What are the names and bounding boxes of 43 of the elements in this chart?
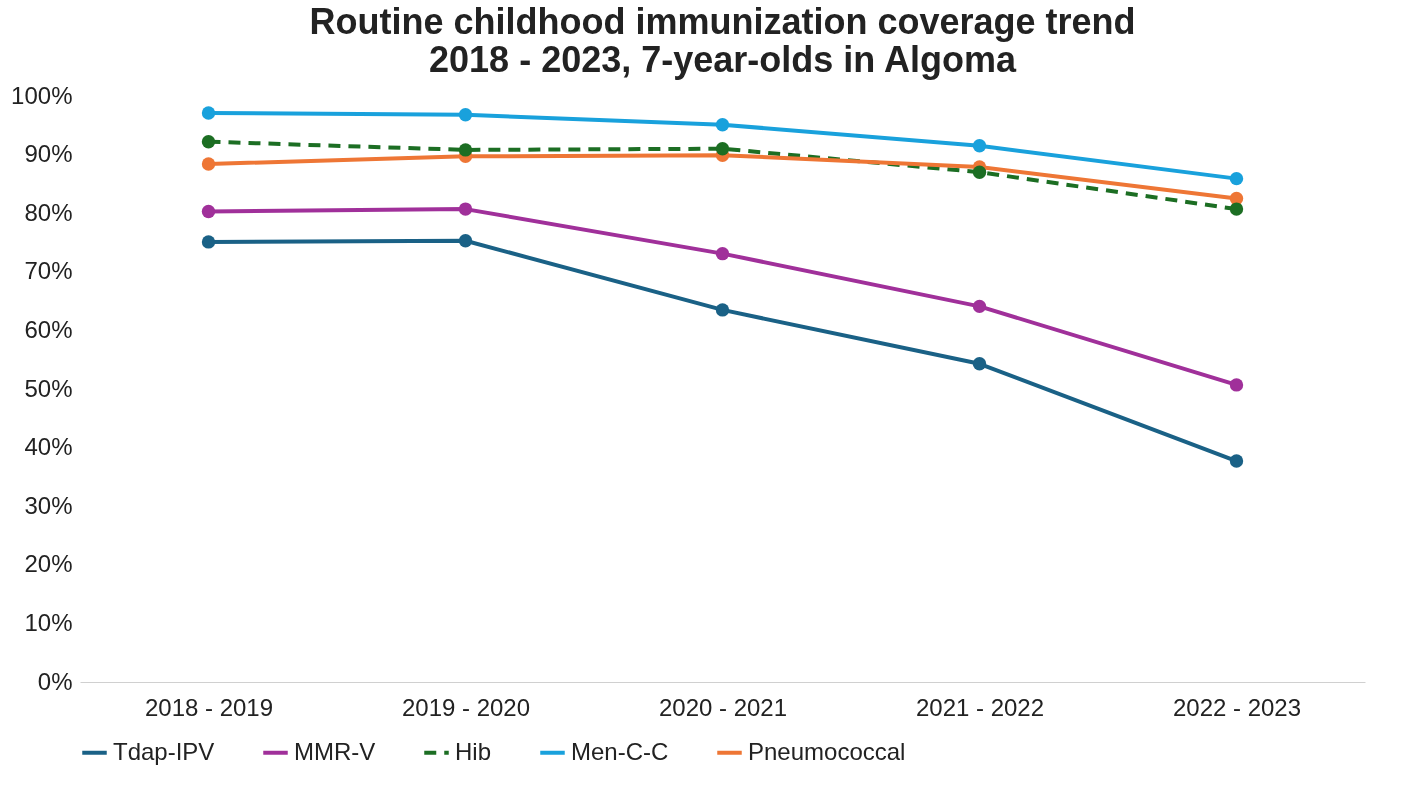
point: [972, 139, 987, 153]
x-tick-label: 2019 - 2020: [401, 693, 531, 721]
point: [458, 234, 473, 248]
point: [715, 118, 730, 132]
y-tick-label: 90%: [24, 140, 73, 168]
point: [972, 165, 987, 179]
y-tick-label: 50%: [24, 374, 73, 402]
y-tick-label: 0%: [37, 667, 73, 695]
legend-label: Men-C-C: [571, 737, 669, 765]
legend-label: Tdap-IPV: [113, 737, 215, 765]
chart-title: Routine childhood immunization coverage trend 2018 - 2023, 7-year-olds in Algoma: [309, 1, 1136, 80]
point: [458, 143, 473, 157]
point: [458, 108, 473, 122]
legend-label: Pneumococcal: [748, 737, 906, 765]
y-tick-label: 20%: [24, 550, 73, 578]
legend-label: MMR-V: [294, 737, 376, 765]
y-tick-label: 70%: [24, 257, 73, 285]
point: [715, 303, 730, 317]
y-tick-label: 30%: [24, 491, 73, 519]
point: [715, 142, 730, 156]
point: [201, 235, 216, 249]
y-tick-label: 40%: [24, 433, 73, 461]
y-tick-label: 80%: [24, 198, 73, 226]
y-tick-label: 100%: [11, 81, 73, 109]
y-tick-label: 60%: [24, 315, 73, 343]
point: [1229, 171, 1244, 186]
point: [972, 299, 987, 314]
point: [1229, 202, 1244, 216]
point: [458, 202, 473, 216]
point: [201, 204, 216, 219]
point: [715, 246, 730, 261]
point: [201, 106, 216, 120]
point: [1229, 378, 1244, 392]
x-tick-label: 2021 - 2022: [915, 693, 1045, 721]
legend-label: Hib: [455, 737, 492, 765]
point: [1229, 454, 1244, 468]
point: [201, 135, 216, 149]
x-tick-label: 2022 - 2023: [1172, 693, 1302, 721]
point: [201, 157, 216, 171]
x-tick-label: 2020 - 2021: [658, 693, 788, 721]
x-tick-label: 2018 - 2019: [144, 693, 274, 721]
point: [972, 357, 987, 371]
y-tick-label: 10%: [24, 608, 73, 636]
